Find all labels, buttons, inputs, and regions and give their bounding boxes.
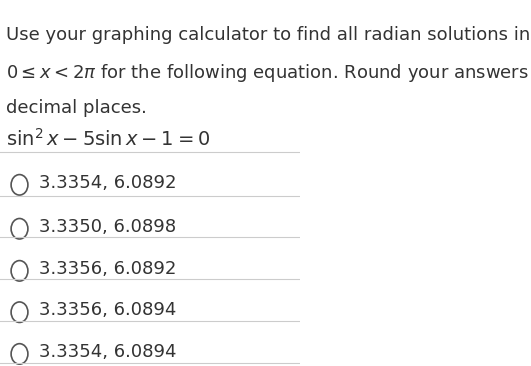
Text: Use your graphing calculator to find all radian solutions in the interval: Use your graphing calculator to find all… (6, 26, 531, 44)
Text: 3.3354, 6.0894: 3.3354, 6.0894 (39, 343, 176, 361)
Text: 3.3350, 6.0898: 3.3350, 6.0898 (39, 218, 176, 236)
Text: 3.3356, 6.0892: 3.3356, 6.0892 (39, 260, 176, 278)
Text: $0 \leq x < 2\pi$ for the following equation. Round your answers to four: $0 \leq x < 2\pi$ for the following equa… (6, 62, 531, 84)
Text: decimal places.: decimal places. (6, 99, 147, 117)
Text: 3.3354, 6.0892: 3.3354, 6.0892 (39, 174, 176, 192)
Text: $\sin^2 x - 5\sin x - 1 = 0$: $\sin^2 x - 5\sin x - 1 = 0$ (6, 128, 210, 150)
Text: 3.3356, 6.0894: 3.3356, 6.0894 (39, 301, 176, 320)
